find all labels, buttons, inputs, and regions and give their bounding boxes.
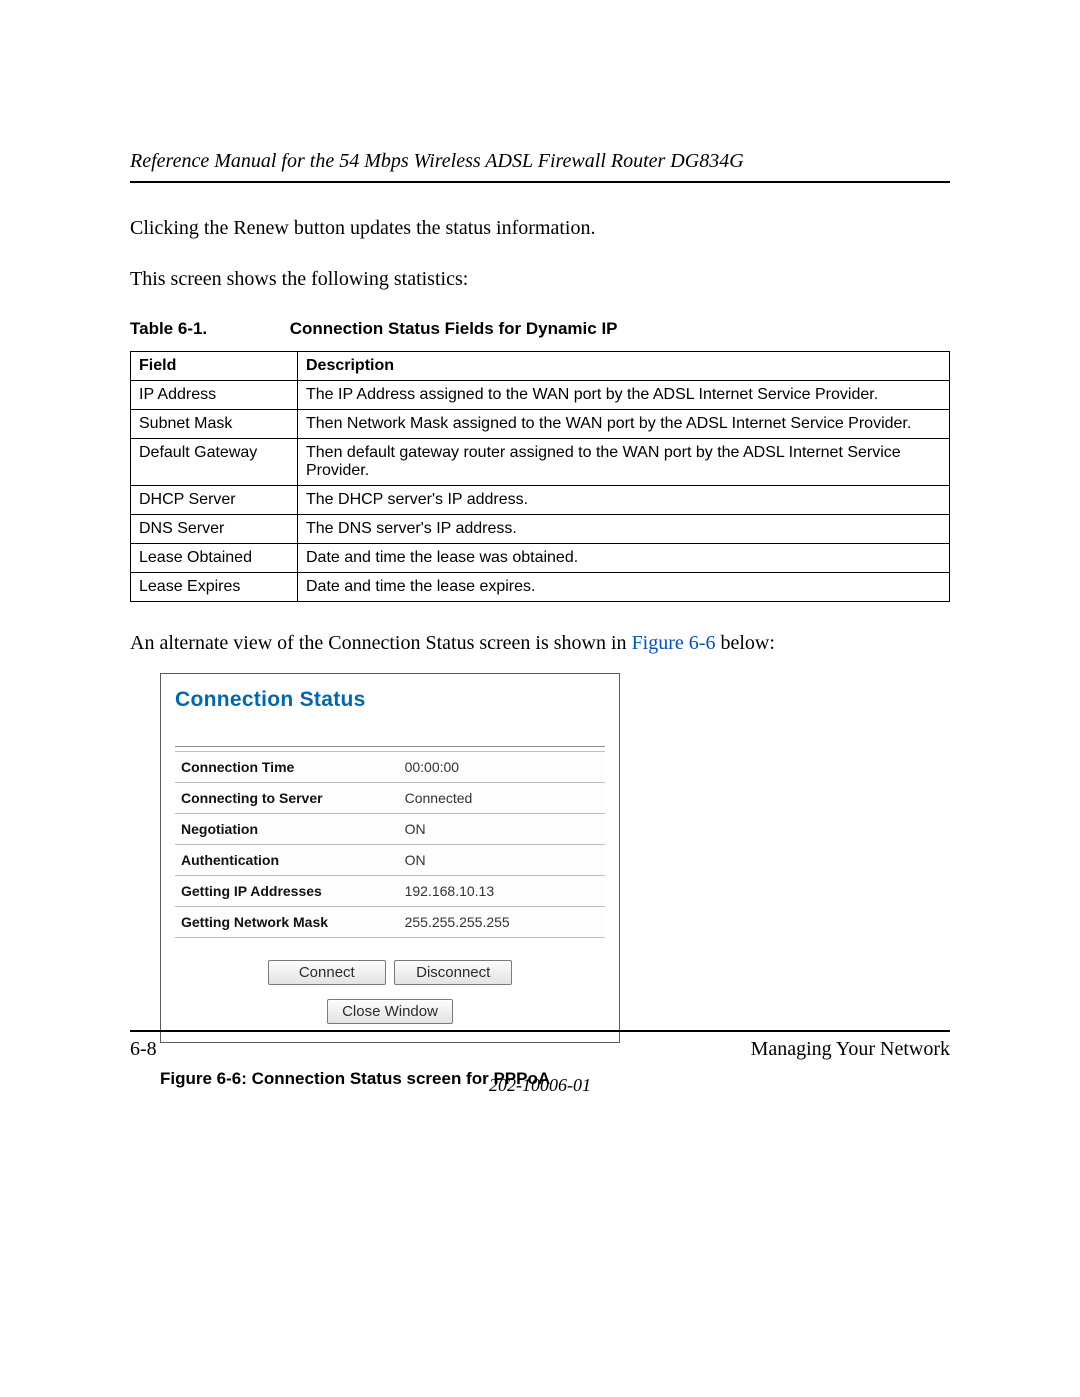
table-header-row: Field Description — [131, 352, 950, 381]
button-row-2: Close Window — [175, 999, 605, 1024]
status-key: Connection Time — [175, 752, 399, 783]
col-header-description: Description — [298, 352, 950, 381]
table-row: Subnet Mask Then Network Mask assigned t… — [131, 410, 950, 439]
table-caption: Table 6-1. Connection Status Fields for … — [130, 319, 950, 339]
text-post-link: below: — [715, 632, 774, 654]
status-row: Connection Time 00:00:00 — [175, 752, 605, 783]
panel-divider — [175, 746, 605, 747]
table-row: Lease Obtained Date and time the lease w… — [131, 544, 950, 573]
footer-page-number: 6-8 — [130, 1038, 157, 1061]
cell-field: Lease Obtained — [131, 544, 298, 573]
status-value: 192.168.10.13 — [399, 876, 605, 907]
status-value: 00:00:00 — [399, 752, 605, 783]
connection-status-panel: Connection Status Connection Time 00:00:… — [160, 673, 620, 1043]
status-key: Connecting to Server — [175, 783, 399, 814]
close-window-button[interactable]: Close Window — [327, 999, 453, 1024]
cell-field: IP Address — [131, 381, 298, 410]
status-value: ON — [399, 845, 605, 876]
table-caption-text: Connection Status Fields for Dynamic IP — [290, 319, 618, 338]
page-footer: 6-8 Managing Your Network 202-10006-01 — [130, 1030, 950, 1096]
cell-desc: The IP Address assigned to the WAN port … — [298, 381, 950, 410]
connect-button[interactable]: Connect — [268, 960, 386, 985]
cell-field: Lease Expires — [131, 573, 298, 602]
cell-desc: Date and time the lease expires. — [298, 573, 950, 602]
footer-doc-number: 202-10006-01 — [130, 1075, 950, 1096]
doc-header: Reference Manual for the 54 Mbps Wireles… — [130, 150, 950, 183]
table-row: IP Address The IP Address assigned to th… — [131, 381, 950, 410]
status-key: Getting Network Mask — [175, 907, 399, 938]
fields-table: Field Description IP Address The IP Addr… — [130, 351, 950, 602]
text-pre-link: An alternate view of the Connection Stat… — [130, 632, 632, 654]
cell-desc: Then Network Mask assigned to the WAN po… — [298, 410, 950, 439]
status-key: Authentication — [175, 845, 399, 876]
table-row: Lease Expires Date and time the lease ex… — [131, 573, 950, 602]
paragraph-stats-intro: This screen shows the following statisti… — [130, 268, 950, 291]
disconnect-button[interactable]: Disconnect — [394, 960, 512, 985]
table-row: Default Gateway Then default gateway rou… — [131, 439, 950, 486]
table-caption-label: Table 6-1. — [130, 319, 285, 339]
cell-desc: The DHCP server's IP address. — [298, 486, 950, 515]
paragraph-alt-view: An alternate view of the Connection Stat… — [130, 632, 950, 655]
cell-field: Subnet Mask — [131, 410, 298, 439]
status-value: 255.255.255.255 — [399, 907, 605, 938]
status-key: Getting IP Addresses — [175, 876, 399, 907]
figure-link[interactable]: Figure 6-6 — [632, 632, 716, 654]
status-row: Getting Network Mask 255.255.255.255 — [175, 907, 605, 938]
footer-line: 6-8 Managing Your Network — [130, 1038, 950, 1061]
cell-desc: Date and time the lease was obtained. — [298, 544, 950, 573]
status-key: Negotiation — [175, 814, 399, 845]
panel-title: Connection Status — [175, 688, 605, 712]
table-row: DHCP Server The DHCP server's IP address… — [131, 486, 950, 515]
table-row: DNS Server The DNS server's IP address. — [131, 515, 950, 544]
status-value: ON — [399, 814, 605, 845]
cell-field: DNS Server — [131, 515, 298, 544]
status-row: Getting IP Addresses 192.168.10.13 — [175, 876, 605, 907]
col-header-field: Field — [131, 352, 298, 381]
status-table: Connection Time 00:00:00 Connecting to S… — [175, 751, 605, 938]
cell-desc: The DNS server's IP address. — [298, 515, 950, 544]
cell-field: Default Gateway — [131, 439, 298, 486]
status-row: Authentication ON — [175, 845, 605, 876]
footer-rule: 6-8 Managing Your Network 202-10006-01 — [130, 1030, 950, 1096]
figure-wrap: Connection Status Connection Time 00:00:… — [160, 673, 950, 1089]
status-value: Connected — [399, 783, 605, 814]
status-row: Connecting to Server Connected — [175, 783, 605, 814]
button-row: Connect Disconnect — [175, 960, 605, 985]
status-row: Negotiation ON — [175, 814, 605, 845]
footer-section-title: Managing Your Network — [751, 1038, 950, 1061]
paragraph-renew: Clicking the Renew button updates the st… — [130, 217, 950, 240]
page: Reference Manual for the 54 Mbps Wireles… — [0, 0, 1080, 1397]
cell-desc: Then default gateway router assigned to … — [298, 439, 950, 486]
cell-field: DHCP Server — [131, 486, 298, 515]
